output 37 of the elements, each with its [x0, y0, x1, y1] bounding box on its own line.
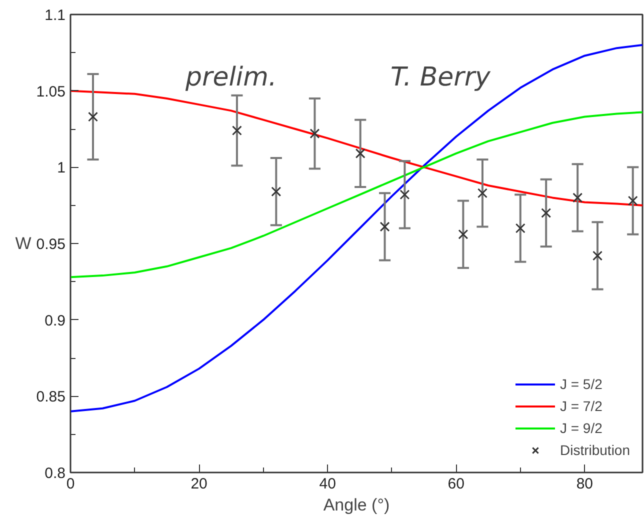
point [380, 222, 390, 232]
x-axis-title: Angle (°) [323, 496, 390, 514]
y-axis-title: W [15, 234, 32, 253]
point [628, 196, 638, 206]
y-tick-label: 0.9 [44, 312, 66, 330]
legend-label: J = 5/2 [560, 376, 602, 392]
y-tick-label: 0.85 [36, 388, 66, 406]
point [355, 148, 366, 158]
y-tick-label: 1.05 [36, 83, 66, 100]
point [271, 186, 282, 197]
point [572, 192, 583, 203]
annotation: T. Berry [390, 62, 492, 92]
line-series [70, 90, 642, 206]
y-tick-label: 0.95 [36, 236, 66, 253]
x-tick-label: 40 [319, 476, 336, 492]
x-tick-label: 0 [66, 476, 75, 492]
point [310, 128, 320, 139]
point [88, 112, 98, 122]
annotation: prelim. [184, 62, 277, 92]
x-tick-label: 80 [576, 476, 594, 492]
legend-label: J = 9/2 [560, 420, 602, 436]
line-series [70, 111, 642, 278]
legend-label: J = 7/2 [560, 398, 602, 414]
point [541, 208, 552, 218]
point [477, 188, 488, 198]
point [232, 126, 242, 136]
point [515, 223, 526, 234]
x-tick-label: 60 [448, 476, 464, 492]
y-tick-label: 1 [57, 160, 66, 177]
point [400, 190, 410, 200]
y-tick-label: 1.1 [44, 7, 66, 24]
x-tick-label: 20 [190, 476, 208, 492]
point [592, 250, 603, 261]
line-series [70, 44, 642, 412]
point [458, 229, 468, 240]
y-tick-label: 0.8 [44, 465, 66, 482]
legend-label: Distribution [560, 442, 630, 458]
